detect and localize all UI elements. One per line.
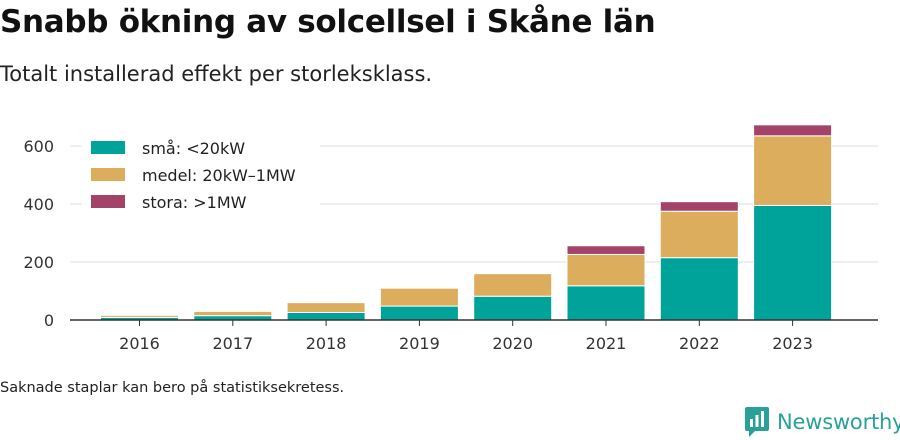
x-tick-label: 2017 <box>212 334 253 353</box>
x-tick-label: 2020 <box>492 334 533 353</box>
x-tick-label: 2021 <box>586 334 627 353</box>
x-tick-label: 2022 <box>679 334 720 353</box>
bar-segment-2020-2 <box>473 273 553 297</box>
bar-segment-2020-3 <box>473 272 553 275</box>
legend-swatch <box>91 168 125 181</box>
y-tick-label: 200 <box>23 253 54 272</box>
legend-label: medel: 20kW–1MW <box>142 166 296 185</box>
bar-segment-2023-3 <box>753 124 833 137</box>
bar-segment-2019-3 <box>379 286 459 289</box>
legend: små: <20kW medel: 20kW–1MW stora: >1MW <box>82 134 320 218</box>
bars <box>100 124 833 321</box>
legend-swatch <box>91 141 125 154</box>
bar-segment-2018-1 <box>286 311 366 321</box>
bar-segment-2022-2 <box>659 210 739 259</box>
legend-label: små: <20kW <box>142 139 245 158</box>
x-tick-label: 2018 <box>306 334 347 353</box>
bar-segment-2023-2 <box>753 135 833 206</box>
bar-segment-2020-1 <box>473 295 553 321</box>
x-tick-label: 2019 <box>399 334 440 353</box>
brand-logo[interactable]: Newsworthy <box>744 404 900 440</box>
bar-segment-2017-3 <box>193 310 273 312</box>
bar-segment-2023-1 <box>753 204 833 321</box>
stacked-bar-chart: 0 200 400 600 2016 2017 2018 2019 2020 2021 2022 20… <box>23 124 878 353</box>
bar-segment-2016-3 <box>100 314 179 316</box>
bar-segment-2022-1 <box>659 257 739 321</box>
bar-segment-2019-2 <box>379 287 459 307</box>
bar-segment-2018-3 <box>286 301 366 304</box>
bar-segment-2017-2 <box>193 310 273 317</box>
bar-segment-2018-2 <box>286 302 366 313</box>
axes: 0 200 400 600 2016 2017 2018 2019 2020 2021 2022 20… <box>23 137 878 353</box>
x-tick-label: 2023 <box>772 334 813 353</box>
x-tick-label: 2016 <box>119 334 160 353</box>
bar-segment-2021-3 <box>566 245 646 255</box>
footnote: Saknade staplar kan bero på statistiksek… <box>0 380 345 396</box>
bar-segment-2021-1 <box>566 285 646 321</box>
newsworthy-logo-icon <box>745 407 769 437</box>
y-tick-label: 400 <box>23 195 54 214</box>
legend-label: stora: >1MW <box>142 193 247 212</box>
y-tick-label: 600 <box>23 137 54 156</box>
chart-title: Snabb ökning av solcellsel i Skåne län <box>0 4 656 40</box>
bar-segment-2022-3 <box>659 201 739 212</box>
bar-segment-2021-2 <box>566 253 646 287</box>
bar-segment-2019-1 <box>379 305 459 321</box>
legend-swatch <box>91 195 125 208</box>
chart-subtitle: Totalt installerad effekt per storlekskl… <box>0 62 433 86</box>
y-tick-label: 0 <box>44 311 54 330</box>
brand-name: Newsworthy <box>777 410 900 434</box>
